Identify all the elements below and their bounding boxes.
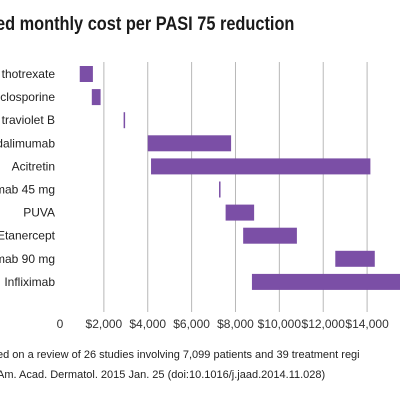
category-label: thotrexate — [2, 67, 56, 81]
range-bar — [335, 250, 375, 267]
x-tick-label: $4,000 — [129, 317, 166, 331]
category-label: mab 45 mg — [0, 183, 55, 197]
range-bar — [147, 135, 232, 152]
chart-title: ed monthly cost per PASI 75 reduction — [0, 14, 295, 35]
category-label: traviolet B — [2, 113, 55, 127]
range-bar — [91, 89, 101, 106]
range-bar — [79, 66, 93, 82]
range-bar — [251, 273, 400, 290]
category-label: Etanercept — [0, 229, 56, 243]
range-bar — [243, 227, 297, 244]
range-bar — [219, 181, 221, 198]
x-tick-label: $12,000 — [302, 317, 346, 331]
category-label: PUVA — [23, 206, 55, 220]
x-tick-label: $14,000 — [345, 317, 389, 331]
x-tick-label: 0 — [57, 317, 64, 331]
category-label: dalimumab — [0, 136, 55, 150]
category-label: mab 90 mg — [0, 252, 55, 266]
category-label: closporine — [0, 90, 55, 104]
footnote-line-1: ed on a review of 26 studies involving 7… — [0, 349, 360, 361]
category-label: Acitretin — [12, 159, 55, 173]
range-bar — [151, 158, 371, 175]
footnote-line-2: Am. Acad. Dermatol. 2015 Jan. 25 (doi:10… — [0, 369, 326, 381]
range-bar — [225, 204, 255, 221]
x-tick-label: $10,000 — [258, 317, 302, 331]
x-tick-label: $2,000 — [86, 317, 123, 331]
x-tick-label: $8,000 — [217, 317, 254, 331]
x-tick-label: $6,000 — [173, 317, 210, 331]
range-bar — [123, 112, 126, 129]
category-label: Infliximab — [4, 275, 55, 289]
